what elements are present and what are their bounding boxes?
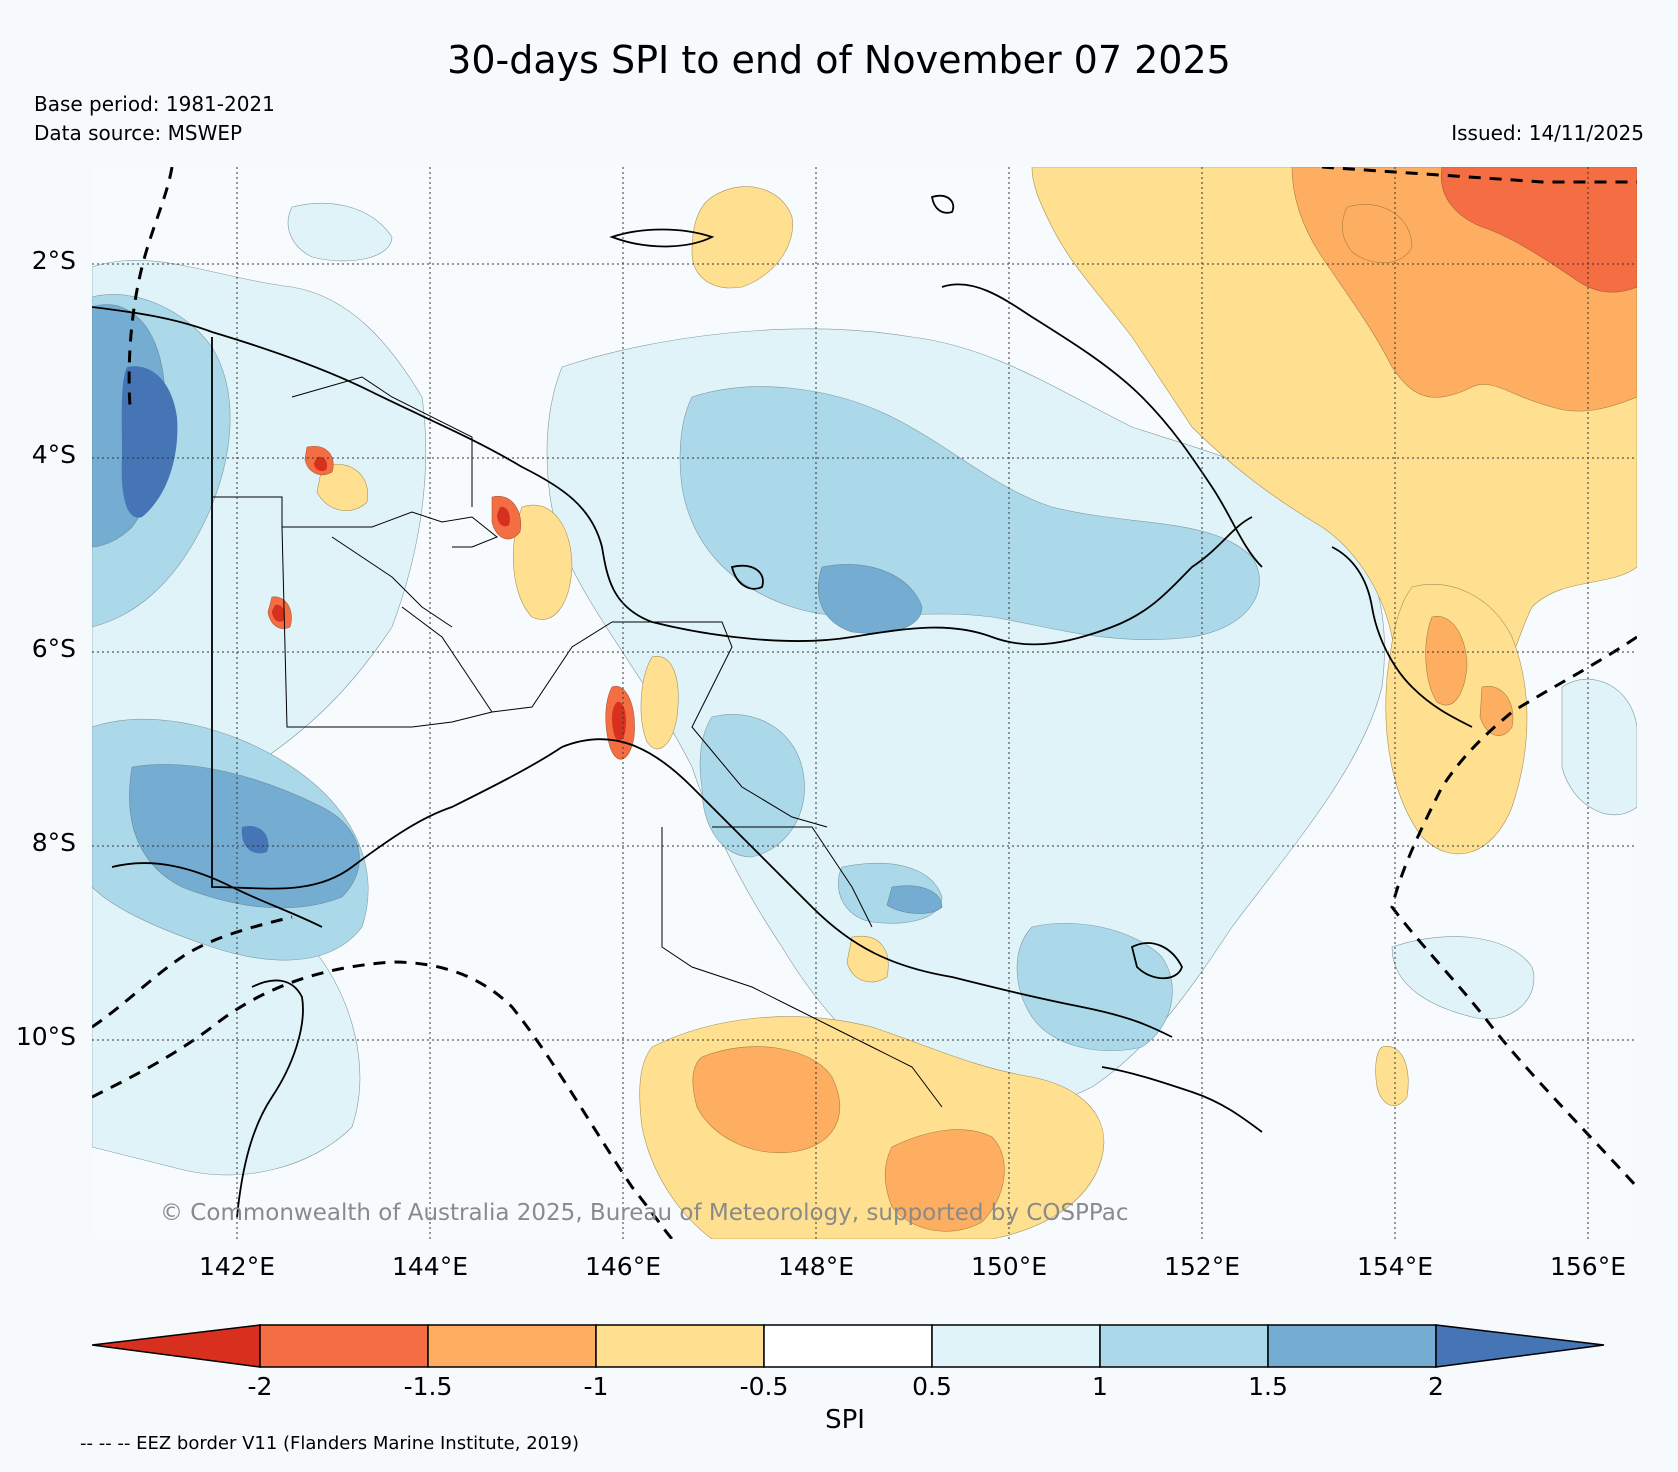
- lat-label: 6°S: [31, 634, 76, 663]
- lon-label: 142°E: [198, 1252, 275, 1281]
- colorbar-tick: 2: [1428, 1372, 1444, 1401]
- data-source: Data source: MSWEP: [34, 121, 243, 145]
- colorbar-tick: 1.5: [1248, 1372, 1288, 1401]
- coastlines: [92, 194, 1473, 1218]
- eez-borders: [92, 167, 1637, 1239]
- lon-label: 156°E: [1549, 1252, 1626, 1281]
- spi-extreme-wet-regions: [121, 366, 269, 854]
- lon-label: 144°E: [391, 1252, 468, 1281]
- colorbar-tick: -1: [583, 1372, 609, 1401]
- issued-date: Issued: 14/11/2025: [1451, 121, 1644, 145]
- colorbar-tick: -1.5: [403, 1372, 453, 1401]
- lon-label: 154°E: [1356, 1252, 1433, 1281]
- spi-map-canvas: [92, 167, 1637, 1239]
- colorbar-segment: [1267, 1324, 1437, 1368]
- base-period: Base period: 1981-2021: [34, 92, 275, 116]
- lat-label: 4°S: [31, 440, 76, 469]
- colorbar-segment: [259, 1324, 429, 1368]
- colorbar-segment: [931, 1324, 1101, 1368]
- colorbar-tick: -0.5: [739, 1372, 789, 1401]
- lat-label: 8°S: [31, 828, 76, 857]
- colorbar-segment: [595, 1324, 765, 1368]
- colorbar-segment: [763, 1324, 933, 1368]
- colorbar-tick: 1: [1092, 1372, 1108, 1401]
- lon-label: 148°E: [777, 1252, 854, 1281]
- colorbar-title: SPI: [825, 1405, 865, 1435]
- lat-label: 2°S: [31, 246, 76, 275]
- colorbar-extend-high: [1435, 1324, 1605, 1368]
- colorbar-tick: -2: [247, 1372, 273, 1401]
- colorbar-segment: [427, 1324, 597, 1368]
- spi-map: [92, 167, 1637, 1239]
- lon-label: 150°E: [970, 1252, 1047, 1281]
- copyright-notice: © Commonwealth of Australia 2025, Bureau…: [160, 1200, 1129, 1226]
- graticule: [92, 167, 1637, 1239]
- colorbar-tick: 0.5: [912, 1372, 952, 1401]
- eez-note: -- -- -- EEZ border V11 (Flanders Marine…: [80, 1433, 580, 1454]
- colorbar-extend-low: [92, 1324, 261, 1368]
- map-title: 30-days SPI to end of November 07 2025: [447, 38, 1231, 82]
- lat-label: 10°S: [15, 1022, 76, 1051]
- spi-colorbar: [92, 1324, 1605, 1368]
- spi-extreme-dry-regions: [272, 456, 627, 741]
- lon-label: 146°E: [584, 1252, 661, 1281]
- colorbar-segment: [1099, 1324, 1269, 1368]
- lon-label: 152°E: [1163, 1252, 1240, 1281]
